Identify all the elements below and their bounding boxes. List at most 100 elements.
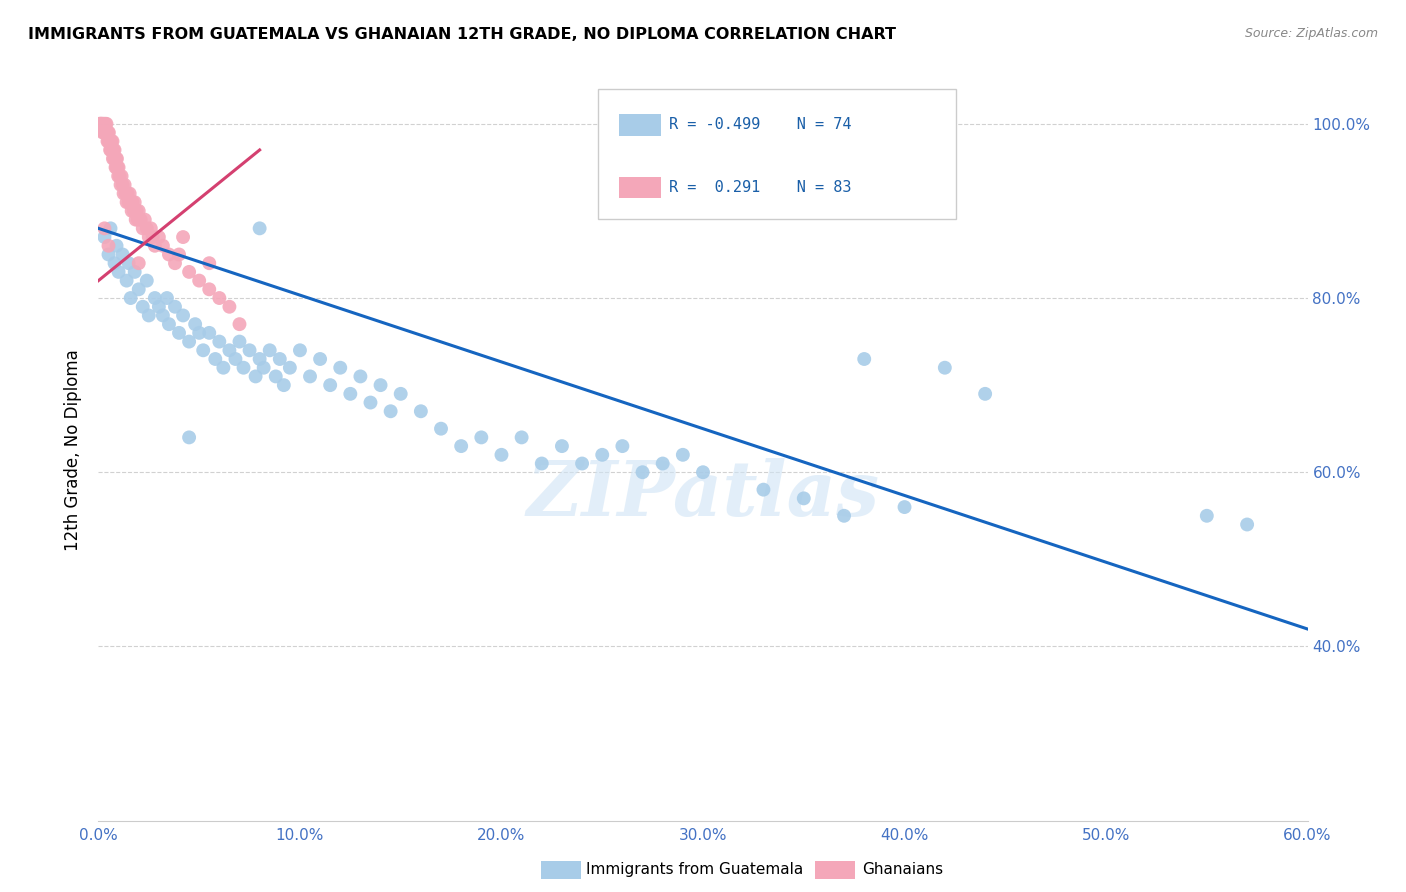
Point [114, 186, 136, 201]
Point [491, 448, 513, 462]
Point [232, 360, 254, 375]
Text: ZIPatlas: ZIPatlas [526, 458, 880, 532]
Point [124, 265, 146, 279]
Point [530, 457, 553, 471]
Point [184, 317, 207, 331]
Point [100, 134, 122, 148]
Text: Ghanaians: Ghanaians [862, 863, 943, 877]
Point [138, 230, 160, 244]
Point [89, 117, 111, 131]
Point [224, 351, 246, 366]
Point [380, 404, 402, 418]
Point [120, 195, 142, 210]
Point [339, 387, 361, 401]
Point [157, 317, 180, 331]
Point [259, 343, 281, 358]
Point [218, 300, 240, 314]
Point [672, 448, 695, 462]
Text: IMMIGRANTS FROM GUATEMALA VS GHANAIAN 12TH GRADE, NO DIPLOMA CORRELATION CHART: IMMIGRANTS FROM GUATEMALA VS GHANAIAN 12… [28, 27, 896, 42]
Point [389, 387, 412, 401]
Point [127, 212, 149, 227]
Point [115, 274, 138, 288]
Point [853, 351, 876, 366]
Point [93, 126, 115, 140]
Point [103, 143, 125, 157]
Point [752, 483, 775, 497]
Point [118, 256, 141, 270]
Point [101, 134, 124, 148]
Point [129, 212, 152, 227]
Point [360, 395, 382, 409]
Y-axis label: 12th Grade, No Diploma: 12th Grade, No Diploma [65, 350, 83, 551]
Point [134, 212, 156, 227]
Point [228, 334, 250, 349]
Point [208, 291, 231, 305]
Point [152, 239, 174, 253]
Point [179, 334, 201, 349]
Point [651, 457, 673, 471]
Point [249, 351, 271, 366]
Point [974, 387, 997, 401]
Point [156, 291, 179, 305]
Point [120, 291, 142, 305]
Point [96, 126, 118, 140]
Point [551, 439, 574, 453]
Point [228, 317, 250, 331]
Point [128, 282, 150, 296]
Point [97, 239, 120, 253]
Point [893, 500, 915, 514]
Point [121, 203, 143, 218]
Point [612, 439, 634, 453]
Point [143, 239, 166, 253]
Point [370, 378, 392, 392]
Point [288, 343, 311, 358]
Point [510, 430, 533, 444]
Point [128, 203, 150, 218]
Point [110, 178, 132, 192]
Point [249, 221, 271, 235]
Point [198, 326, 221, 340]
Point [157, 247, 180, 261]
Point [139, 221, 162, 235]
Point [128, 256, 150, 270]
Point [135, 221, 157, 235]
Point [692, 465, 714, 479]
Point [115, 195, 138, 210]
Point [100, 143, 122, 157]
Point [117, 186, 139, 201]
Point [212, 360, 235, 375]
Point [409, 404, 432, 418]
Point [105, 152, 128, 166]
Point [273, 378, 295, 392]
Point [105, 239, 128, 253]
Point [470, 430, 492, 444]
Point [188, 326, 211, 340]
Point [132, 221, 155, 235]
Point [97, 134, 120, 148]
Point [114, 178, 136, 192]
Point [138, 309, 160, 323]
Point [125, 212, 148, 227]
Point [108, 169, 131, 183]
Point [103, 143, 125, 157]
Point [319, 378, 342, 392]
Point [172, 230, 194, 244]
Point [122, 203, 145, 218]
Point [104, 152, 127, 166]
Point [90, 117, 112, 131]
Point [832, 508, 855, 523]
Point [104, 161, 127, 175]
Point [105, 152, 128, 166]
Point [430, 422, 453, 436]
Point [96, 117, 118, 131]
Point [148, 300, 170, 314]
Point [198, 282, 221, 296]
Point [218, 343, 240, 358]
Point [299, 369, 322, 384]
Point [101, 143, 124, 157]
Point [269, 351, 291, 366]
Point [591, 448, 613, 462]
Text: R = -0.499    N = 74: R = -0.499 N = 74 [669, 118, 852, 132]
Point [142, 230, 165, 244]
Point [179, 265, 201, 279]
